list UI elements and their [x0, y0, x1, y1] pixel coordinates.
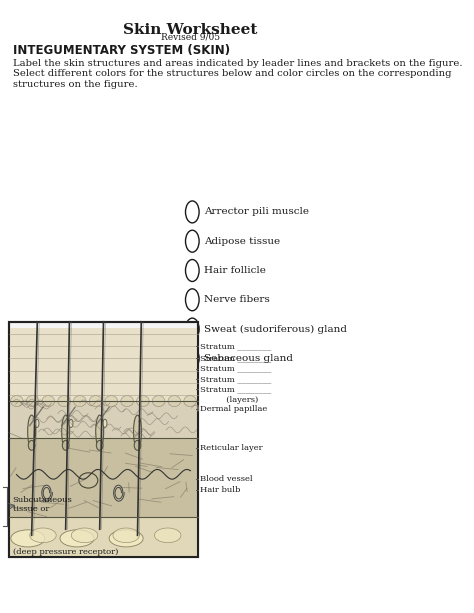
Bar — [9, 322, 198, 557]
Ellipse shape — [113, 528, 139, 543]
Text: (layers): (layers) — [200, 396, 258, 404]
Bar — [9, 517, 198, 557]
Text: Hair follicle: Hair follicle — [204, 266, 265, 275]
Text: Revised 9/05: Revised 9/05 — [161, 32, 220, 42]
Text: Stratum ________: Stratum ________ — [200, 365, 271, 373]
Ellipse shape — [79, 473, 98, 488]
Ellipse shape — [11, 530, 45, 547]
Text: INTEGUMENTARY SYSTEM (SKIN): INTEGUMENTARY SYSTEM (SKIN) — [13, 44, 230, 57]
Ellipse shape — [62, 415, 70, 448]
Bar — [9, 438, 198, 517]
Ellipse shape — [69, 419, 73, 427]
Ellipse shape — [134, 440, 141, 451]
Ellipse shape — [26, 395, 39, 406]
Text: Stratum ________: Stratum ________ — [200, 342, 271, 350]
Text: Reticular layer: Reticular layer — [200, 444, 263, 452]
Text: Subcutaneous
tissue or: Subcutaneous tissue or — [13, 496, 73, 514]
Text: Arrector pili muscle: Arrector pili muscle — [204, 207, 309, 216]
Text: Sebaceous gland: Sebaceous gland — [204, 354, 292, 363]
Ellipse shape — [42, 395, 55, 406]
Ellipse shape — [152, 395, 165, 406]
Ellipse shape — [30, 528, 56, 543]
Ellipse shape — [168, 395, 181, 406]
Ellipse shape — [121, 395, 133, 406]
Ellipse shape — [96, 440, 103, 451]
Text: Nerve fibers: Nerve fibers — [204, 295, 269, 304]
Text: (deep pressure receptor): (deep pressure receptor) — [13, 548, 118, 556]
Ellipse shape — [71, 528, 98, 543]
Text: Stratum ________: Stratum ________ — [200, 386, 271, 394]
Ellipse shape — [63, 440, 69, 451]
Ellipse shape — [89, 395, 102, 406]
Ellipse shape — [27, 415, 36, 448]
Bar — [9, 401, 198, 438]
Ellipse shape — [28, 440, 35, 451]
Ellipse shape — [155, 528, 181, 543]
Ellipse shape — [73, 395, 86, 406]
Ellipse shape — [60, 530, 94, 547]
Ellipse shape — [10, 395, 23, 406]
Ellipse shape — [137, 395, 149, 406]
Text: Blood vessel: Blood vessel — [200, 474, 253, 482]
Bar — [9, 328, 198, 401]
Ellipse shape — [35, 419, 39, 427]
Ellipse shape — [105, 395, 118, 406]
Ellipse shape — [96, 415, 104, 448]
Text: Adipose tissue: Adipose tissue — [204, 237, 280, 246]
Text: Hair bulb: Hair bulb — [200, 485, 240, 493]
Ellipse shape — [184, 395, 196, 406]
Ellipse shape — [103, 419, 107, 427]
Text: Dermal papillae: Dermal papillae — [200, 405, 267, 413]
Text: Stratum ________: Stratum ________ — [200, 375, 271, 383]
Text: Stratum ________: Stratum ________ — [200, 354, 271, 362]
Bar — [9, 322, 198, 557]
Text: Sweat (sudoriferous) gland: Sweat (sudoriferous) gland — [204, 324, 346, 333]
Ellipse shape — [109, 530, 143, 547]
Text: Label the skin structures and areas indicated by leader lines and brackets on th: Label the skin structures and areas indi… — [13, 59, 462, 88]
Ellipse shape — [134, 415, 141, 448]
Text: Skin Worksheet: Skin Worksheet — [123, 23, 257, 37]
Ellipse shape — [58, 395, 70, 406]
